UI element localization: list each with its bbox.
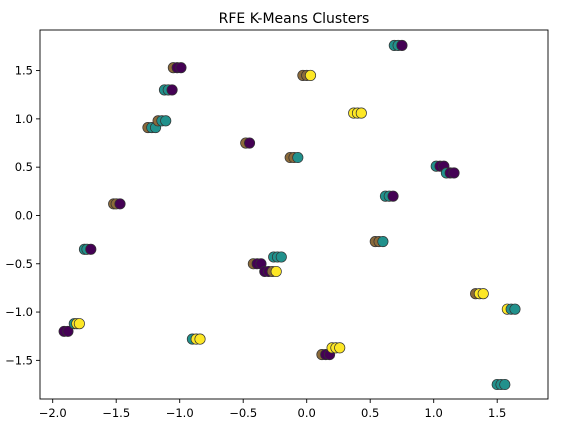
data-point: [62, 325, 74, 337]
data-point: [477, 288, 489, 300]
data-point: [387, 190, 399, 202]
x-tick-label: −1.5: [102, 406, 130, 420]
data-point: [73, 318, 85, 330]
points-layer: [58, 39, 521, 391]
x-tick-label: −2.0: [39, 406, 67, 420]
x-tick-label: 1.0: [425, 406, 443, 420]
data-point: [160, 115, 172, 127]
data-point: [275, 251, 287, 263]
y-tick-label: 1.5: [15, 64, 33, 78]
data-point: [355, 107, 367, 119]
data-point: [166, 84, 178, 96]
data-point: [292, 151, 304, 164]
y-tick-label: −1.5: [5, 353, 33, 367]
data-point: [377, 236, 389, 248]
y-axis: −1.5 −1.0 −0.5 0.0 0.5 1.0 1.5: [5, 64, 40, 367]
data-point: [334, 342, 346, 354]
y-tick-label: 0.5: [15, 160, 33, 174]
x-tick-label: 0.5: [361, 406, 379, 420]
x-tick-label: −1.0: [166, 406, 194, 420]
data-point: [194, 333, 206, 345]
data-point: [270, 265, 282, 278]
y-tick-label: −0.5: [5, 257, 33, 271]
x-tick-label: 0.0: [298, 406, 316, 420]
chart-title: RFE K-Means Clusters: [219, 11, 370, 27]
plot-frame: [39, 29, 549, 400]
data-point: [509, 303, 521, 315]
data-point: [244, 137, 256, 149]
y-tick-label: 0.0: [15, 208, 33, 222]
data-point: [448, 167, 460, 179]
x-axis: −2.0 −1.5 −1.0 −0.5 0.0 0.5 1.0 1.5: [39, 399, 506, 420]
data-point: [114, 198, 126, 210]
data-point: [396, 39, 408, 52]
y-tick-label: −1.0: [5, 305, 33, 319]
x-tick-label: −0.5: [229, 406, 257, 420]
data-point: [175, 62, 187, 74]
y-tick-label: 1.0: [15, 112, 33, 126]
data-point: [499, 378, 511, 391]
x-tick-label: 1.5: [488, 406, 506, 420]
data-point: [304, 69, 317, 81]
data-point: [85, 243, 97, 255]
